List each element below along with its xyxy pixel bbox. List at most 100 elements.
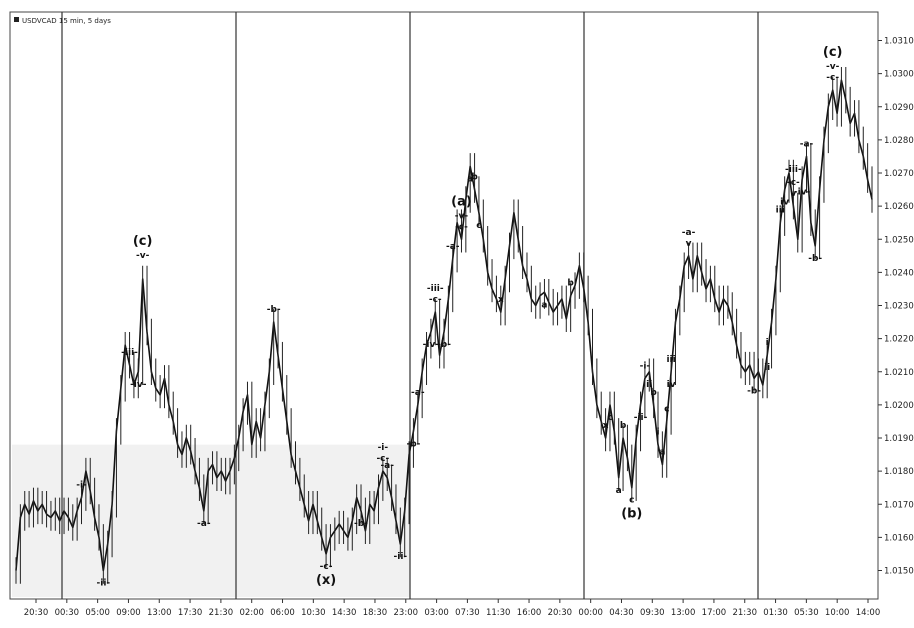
y-tick-label: 1.0290 <box>884 103 914 113</box>
x-tick-label: 23:00 <box>394 608 419 618</box>
x-tick-label: 13:00 <box>671 608 696 618</box>
y-axis: 1.0310 1.0300 1.0290 1.0280 1.0270 1.0260 1.02… <box>878 37 914 577</box>
wave-label: -ii- <box>394 552 408 562</box>
wave-label: x <box>498 295 504 305</box>
x-tick-label: 14:00 <box>856 608 881 618</box>
wave-label: -c- <box>787 178 800 188</box>
legend: USDVCAD 15 min, 5 days <box>14 17 111 25</box>
wave-label: -b- <box>747 386 761 396</box>
x-axis: 20:30 00:30 05:00 09:00 13:00 17:30 21:30 02:00… <box>24 599 881 618</box>
wave-label: c <box>476 221 481 231</box>
wave-label: -i- <box>378 443 389 453</box>
x-tick-label: 04:30 <box>609 608 634 618</box>
wave-label: c <box>664 404 669 414</box>
legend-swatch <box>14 17 19 22</box>
y-tick-label: 1.0260 <box>884 202 914 212</box>
wave-label: iv <box>780 198 789 208</box>
x-tick-label: 16:00 <box>517 608 542 618</box>
wave-label: iii <box>666 355 675 365</box>
wave-label: (c) <box>823 45 843 60</box>
x-tick-label: 14:30 <box>332 608 357 618</box>
wave-label: a <box>659 448 665 458</box>
wave-label: -i- <box>640 361 651 371</box>
x-tick-label: 17:30 <box>178 608 203 618</box>
x-tick-label: 05:30 <box>794 608 819 618</box>
y-tick-label: 1.0200 <box>884 401 914 411</box>
x-tick-label: 09:00 <box>116 608 141 618</box>
wave-label: c <box>629 496 634 506</box>
x-tick-label: 20:30 <box>24 608 49 618</box>
wave-label: -iv- <box>423 340 440 350</box>
wave-label: (x) <box>316 573 336 588</box>
wave-label: -b- <box>267 305 281 315</box>
wave-label: v <box>686 239 692 249</box>
wave-label: -iii- <box>121 348 138 358</box>
wave-label: -a- <box>411 388 425 398</box>
x-tick-label: 01:30 <box>763 608 788 618</box>
x-tick-label: 00:00 <box>578 608 603 618</box>
wave-label: -iii- <box>427 284 444 294</box>
wave-label: -a- <box>800 139 814 149</box>
x-tick-label: 18:30 <box>363 608 388 618</box>
wave-label: -c- <box>826 73 839 83</box>
wave-label: -a- <box>380 461 394 471</box>
wave-label: -iv- <box>130 380 147 390</box>
x-tick-label: 02:00 <box>239 608 264 618</box>
wave-label: -v- <box>136 251 150 261</box>
x-tick-label: 10:00 <box>825 608 850 618</box>
wave-label: -c- <box>429 295 442 305</box>
y-tick-label: 1.0170 <box>884 500 914 510</box>
wave-label: -iii- <box>785 165 802 175</box>
wave-label: -v- <box>826 62 840 72</box>
y-tick-label: 1.0270 <box>884 169 914 179</box>
wave-label: -ii- <box>634 413 648 423</box>
chart-title: USDVCAD 15 min, 5 days <box>22 17 111 25</box>
y-tick-label: 1.0190 <box>884 434 914 444</box>
x-tick-label: 21:30 <box>209 608 234 618</box>
wave-label: b <box>567 279 574 289</box>
wave-label: a <box>541 300 547 310</box>
wave-labels: -i- -ii- -iii- -iv- -v- (c) -a- -b- -c- (x) -a- -b-… <box>76 45 842 588</box>
wave-label: b <box>650 388 657 398</box>
wave-label: a <box>467 174 473 184</box>
wave-label: (b) <box>621 507 642 522</box>
wave-label: (a) <box>451 194 472 209</box>
x-tick-label: 10:30 <box>301 608 326 618</box>
y-tick-label: 1.0230 <box>884 302 914 312</box>
wave-label: b <box>471 173 478 183</box>
y-tick-label: 1.0150 <box>884 567 914 577</box>
wave-label: c <box>607 413 612 423</box>
price-series <box>15 67 873 584</box>
wave-label: a <box>616 486 622 496</box>
wave-label: -b- <box>808 254 822 264</box>
wave-label: v <box>790 189 796 199</box>
y-tick-label: 1.0280 <box>884 136 914 146</box>
wave-label: iii <box>776 206 785 216</box>
x-tick-label: 11:30 <box>486 608 511 618</box>
wave-label: -v- <box>455 211 469 221</box>
wave-label: -a- <box>197 519 211 529</box>
y-tick-label: 1.0240 <box>884 268 914 278</box>
wave-label: -iv- <box>794 188 811 198</box>
wave-label: -ii- <box>97 579 111 589</box>
y-tick-label: 1.0210 <box>884 368 914 378</box>
y-tick-label: 1.0300 <box>884 70 914 80</box>
session-dividers <box>61 12 759 599</box>
wave-label: -a- <box>682 228 696 238</box>
y-tick-label: 1.0310 <box>884 37 914 47</box>
x-tick-label: 06:00 <box>270 608 295 618</box>
x-tick-label: 21:30 <box>732 608 757 618</box>
y-tick-label: 1.0250 <box>884 235 914 245</box>
wave-label: -a- <box>446 242 460 252</box>
x-tick-label: 05:00 <box>85 608 110 618</box>
x-tick-label: 00:30 <box>55 608 80 618</box>
x-tick-label: 20:30 <box>548 608 573 618</box>
x-tick-label: 09:30 <box>640 608 665 618</box>
y-tick-label: 1.0180 <box>884 467 914 477</box>
x-tick-label: 17:00 <box>702 608 727 618</box>
wave-label: -b- <box>437 340 451 350</box>
wave-label: -i- <box>76 481 87 491</box>
x-tick-label: 03:00 <box>424 608 449 618</box>
